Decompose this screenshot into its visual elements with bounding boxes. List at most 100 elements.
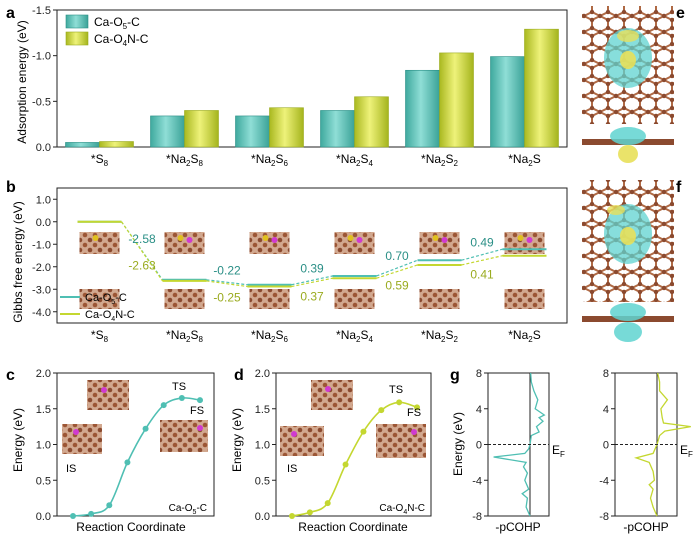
panel-b-category-label: *S8 xyxy=(91,328,109,344)
panel-d-fs-label: FS xyxy=(407,407,421,419)
panel-g-fermi-label-right: EF xyxy=(680,443,693,459)
neb-point xyxy=(178,395,185,402)
neb-curve xyxy=(291,401,418,517)
panel-b-inset-lower xyxy=(334,289,375,309)
neb-point xyxy=(414,404,420,411)
panel-b-ytick-label: -2.0 xyxy=(32,262,51,274)
panel-c-xlabel: Reaction Coordinate xyxy=(76,520,186,534)
panel-c-ts-label: TS xyxy=(172,381,186,393)
ts-na-atom xyxy=(101,387,107,393)
panel-label-b: b xyxy=(6,179,16,196)
neb-ytick-label: 2.0 xyxy=(36,368,51,380)
legend-b-label-ca-o5-c: Ca-O5-C xyxy=(85,292,127,306)
is-structure-image xyxy=(62,424,102,454)
panel-a-frame xyxy=(56,9,568,148)
panel-d-structure-insets xyxy=(280,380,426,458)
panel-b-frame xyxy=(56,187,568,324)
panel-label-g: g xyxy=(450,367,460,384)
fs-structure-image-d xyxy=(376,424,426,458)
panel-g: g Energy (eV) 8 4 0 -4 -8 8 4 0 -4 -8 -pCOHP -pCO… xyxy=(450,367,693,534)
panel-b-step-label-teal: 0.70 xyxy=(385,249,409,263)
panel-b-inset-sulfur xyxy=(262,235,269,241)
panel-b-connector xyxy=(461,255,503,266)
panel-c-curve xyxy=(70,395,203,519)
panel-g-cohp-curve xyxy=(493,372,546,517)
panel-b-inset-upper xyxy=(419,232,460,254)
panel-b: b Gibbs free energy (eV) 1.0 0.0 -1.0 -2.0 -… xyxy=(6,179,568,344)
panel-b-inset-lower xyxy=(249,289,290,309)
panel-g-ytick-label: -8 xyxy=(472,511,482,523)
panel-b-inset-lower xyxy=(164,289,205,309)
panel-b-inset-sodium xyxy=(271,237,278,243)
panel-a-category-label: *Na2S xyxy=(508,152,540,168)
is-na-atom xyxy=(73,429,79,435)
neb-point xyxy=(197,397,203,404)
neb-ytick-label: 1.0 xyxy=(36,440,51,452)
panel-a-bar xyxy=(320,110,355,148)
neb-ytick-label: 1.5 xyxy=(36,404,51,416)
panel-d-is-label: IS xyxy=(287,463,297,475)
panel-g-yticks: 8 4 0 -4 -8 8 4 0 -4 -8 xyxy=(472,368,615,523)
panel-a-bars xyxy=(65,28,559,148)
panel-d-system-label: Ca-O4N-C xyxy=(379,503,425,516)
panel-b-step-label-yellow: 0.59 xyxy=(385,279,409,293)
panel-g-ytick-label: 0 xyxy=(476,440,482,452)
panel-g-curves xyxy=(488,372,691,517)
panel-b-connector xyxy=(291,275,333,286)
panel-e-charge-yellow-top xyxy=(617,30,639,42)
panel-label-c: c xyxy=(6,367,15,384)
panel-a-ytick-label: -0.5 xyxy=(32,96,51,108)
panel-b-ytick-label: 0.0 xyxy=(36,217,51,229)
neb-ytick-label: 2.0 xyxy=(255,368,270,380)
panel-c: c Energy (eV) Reaction Coordinate 0.0 0.5… xyxy=(6,367,215,534)
panel-b-step-label-teal: 0.39 xyxy=(300,261,324,275)
panel-e-charge-yellow xyxy=(620,51,636,69)
panel-g-ytick-label: 4 xyxy=(603,404,609,416)
neb-point xyxy=(289,513,295,519)
panel-a-bar xyxy=(65,142,100,148)
panel-f-charge-yellow-top xyxy=(607,205,625,215)
fs-structure-image xyxy=(160,420,208,452)
panel-b-connector xyxy=(376,259,418,277)
panel-a: a Adsorption energy (eV) -1.5 -1.0 -0.5 0.0… xyxy=(6,5,568,168)
neb-point xyxy=(124,459,131,466)
panel-g-ytick-label: 0 xyxy=(603,440,609,452)
panel-a-bar xyxy=(150,115,185,148)
panel-b-inset-sodium xyxy=(356,237,363,243)
neb-point xyxy=(106,502,113,509)
panel-e-side-charge-cyan xyxy=(610,127,646,145)
panel-c-fs-label: FS xyxy=(190,405,204,417)
legend-label-ca-o5-c: Ca-O5-C xyxy=(94,15,140,31)
neb-point xyxy=(70,513,76,519)
neb-point xyxy=(360,428,367,435)
panel-b-ytick-label: -1.0 xyxy=(32,239,51,251)
panel-g-ylabel: Energy (eV) xyxy=(451,412,465,476)
neb-point xyxy=(88,510,95,517)
neb-point xyxy=(306,509,313,516)
panel-g-ytick-label: 4 xyxy=(476,404,482,416)
legend-label-ca-o4n-c: Ca-O4N-C xyxy=(94,32,149,48)
panel-b-inset-upper xyxy=(504,232,545,254)
panel-a-category-label: *Na2S2 xyxy=(421,152,458,168)
panel-a-bar xyxy=(490,56,525,148)
ts-na-atom-d xyxy=(325,386,331,392)
panel-a-ytick-label: 0.0 xyxy=(36,142,51,154)
panel-b-ytick-label: -3.0 xyxy=(32,284,51,296)
panel-b-category-label: *Na2S8 xyxy=(166,328,203,344)
panel-g-ytick-label: -4 xyxy=(472,475,482,487)
panel-label-f: f xyxy=(676,179,682,196)
panel-a-category-label: *Na2S6 xyxy=(251,152,288,168)
neb-point xyxy=(378,407,385,414)
panel-b-inset-lower xyxy=(79,289,120,309)
neb-point xyxy=(142,425,149,432)
panel-b-levels xyxy=(77,220,547,288)
panel-a-category-label: *Na2S8 xyxy=(166,152,203,168)
panel-a-bar xyxy=(99,141,134,148)
panel-b-step-label-teal: -0.22 xyxy=(213,263,241,277)
panel-a-bar xyxy=(524,28,559,148)
panel-b-inset-upper xyxy=(249,232,290,254)
panel-f-side-charge-cyan xyxy=(610,303,646,321)
panel-a-category-label: *Na2S4 xyxy=(336,152,373,168)
panel-e: e xyxy=(582,5,685,163)
neb-point xyxy=(160,402,167,409)
